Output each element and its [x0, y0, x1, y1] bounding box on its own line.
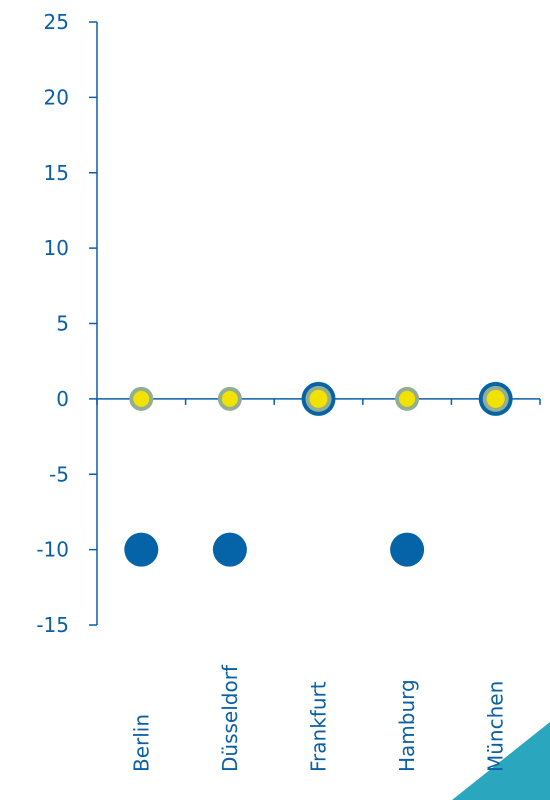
- marker-center: [221, 390, 238, 407]
- marker-center: [399, 390, 416, 407]
- y-tick-label: 5: [56, 312, 69, 336]
- data-point-gray-ring: [217, 386, 242, 411]
- y-tick-label: 25: [44, 10, 69, 34]
- data-point-gray-ring: [395, 386, 420, 411]
- data-point-gray-ring: [129, 386, 154, 411]
- marker-center: [133, 390, 150, 407]
- category-label: München: [484, 681, 508, 772]
- y-tick-label: -15: [36, 613, 69, 637]
- category-label: Frankfurt: [307, 681, 331, 772]
- category-label: Hamburg: [395, 679, 419, 772]
- y-tick-label: 10: [44, 236, 69, 260]
- data-point-blue-ring: [301, 381, 336, 416]
- corner-decoration: [452, 722, 550, 800]
- data-points: [124, 381, 513, 567]
- marker-center: [309, 389, 328, 408]
- y-tick-label: 15: [44, 161, 69, 185]
- y-tick-label: -10: [36, 538, 69, 562]
- marker-center: [486, 389, 505, 408]
- category-labels: Berlin Düsseldorf Frankfurt Hamburg München: [129, 664, 507, 772]
- y-tick-label: 0: [56, 387, 69, 411]
- y-tick-label: 20: [44, 85, 69, 109]
- axes: [89, 21, 541, 626]
- data-point-blue-ring: [478, 381, 513, 416]
- teal-wedge-decoration: [452, 722, 550, 800]
- data-point-dark: [124, 532, 159, 567]
- y-tick-label: -5: [49, 462, 69, 486]
- data-point-dark: [212, 532, 247, 567]
- data-point-dark: [390, 532, 425, 567]
- category-label: Düsseldorf: [218, 664, 242, 772]
- category-label: Berlin: [129, 714, 153, 772]
- y-tick-labels: 25 20 15 10 5 0 -5 -10 -15: [36, 10, 69, 637]
